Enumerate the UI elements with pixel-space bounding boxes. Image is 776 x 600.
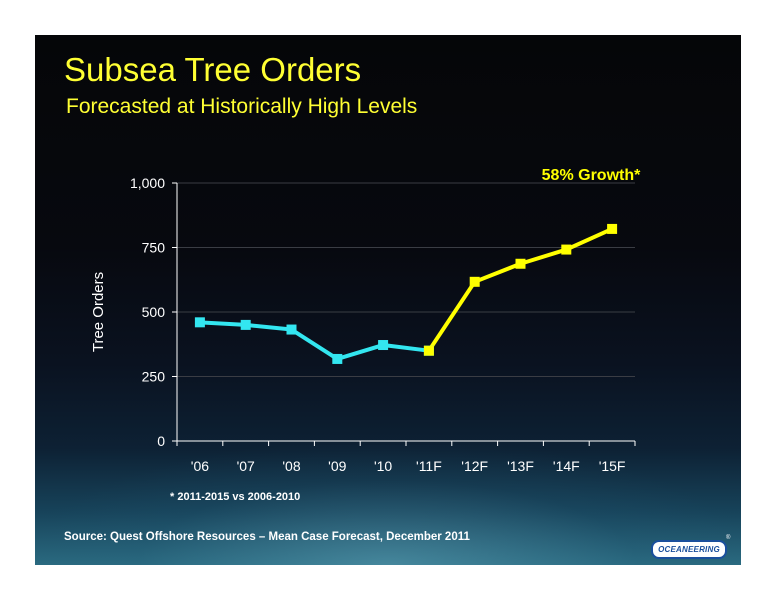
x-tick-label: '11F (416, 458, 442, 474)
x-tick-label: '15F (599, 458, 626, 474)
y-tick-label: 0 (157, 433, 165, 449)
series-layer (194, 223, 618, 364)
series-line-historical (199, 320, 430, 361)
x-tick-label: '12F (461, 458, 488, 474)
source-note: Source: Quest Offshore Resources – Mean … (64, 531, 470, 543)
data-point-historical (286, 324, 297, 335)
oceaneering-logo: OCEANEERING (651, 540, 727, 559)
data-point-historical (378, 340, 389, 351)
data-point-forecast (469, 276, 480, 287)
y-tick-marks (172, 182, 177, 442)
slide: Subsea Tree Orders Forecasted at Histori… (35, 35, 741, 565)
y-tick-label: 250 (142, 369, 166, 385)
gridlines (177, 182, 635, 377)
growth-annotation: 58% Growth* (542, 167, 641, 184)
slide-title: Subsea Tree Orders (64, 51, 362, 88)
y-tick-label: 1,000 (130, 175, 165, 191)
x-tick-marks (176, 441, 636, 446)
x-tick-label: '08 (282, 458, 300, 474)
x-tick-label: '06 (191, 458, 209, 474)
data-point-forecast (515, 258, 526, 269)
data-point-forecast (561, 244, 572, 255)
slide-subtitle: Forecasted at Historically High Levels (66, 95, 418, 118)
x-tick-label: '07 (237, 458, 255, 474)
x-tick-label: '14F (553, 458, 580, 474)
registered-mark: ® (726, 535, 731, 541)
y-tick-label: 750 (142, 240, 166, 256)
x-tick-label: '13F (507, 458, 534, 474)
y-tick-labels: 0 250 500 750 1,000 (130, 175, 165, 449)
data-point-historical (240, 319, 251, 330)
logo-text: OCEANEERING (658, 545, 720, 554)
x-tick-labels: '06 '07 '08 '09 '10 '11F '12F '13F '14F '15F (191, 458, 626, 474)
x-tick-label: '09 (328, 458, 346, 474)
data-point-historical (332, 353, 343, 364)
x-tick-label: '10 (374, 458, 392, 474)
y-tick-label: 500 (142, 304, 166, 320)
y-axis-title: Tree Orders (90, 272, 107, 352)
data-point-forecast (423, 345, 434, 356)
data-point-historical (194, 317, 205, 328)
ocean-glow (35, 445, 741, 565)
data-point-forecast (607, 223, 618, 234)
footnote: * 2011-2015 vs 2006-2010 (170, 491, 301, 503)
